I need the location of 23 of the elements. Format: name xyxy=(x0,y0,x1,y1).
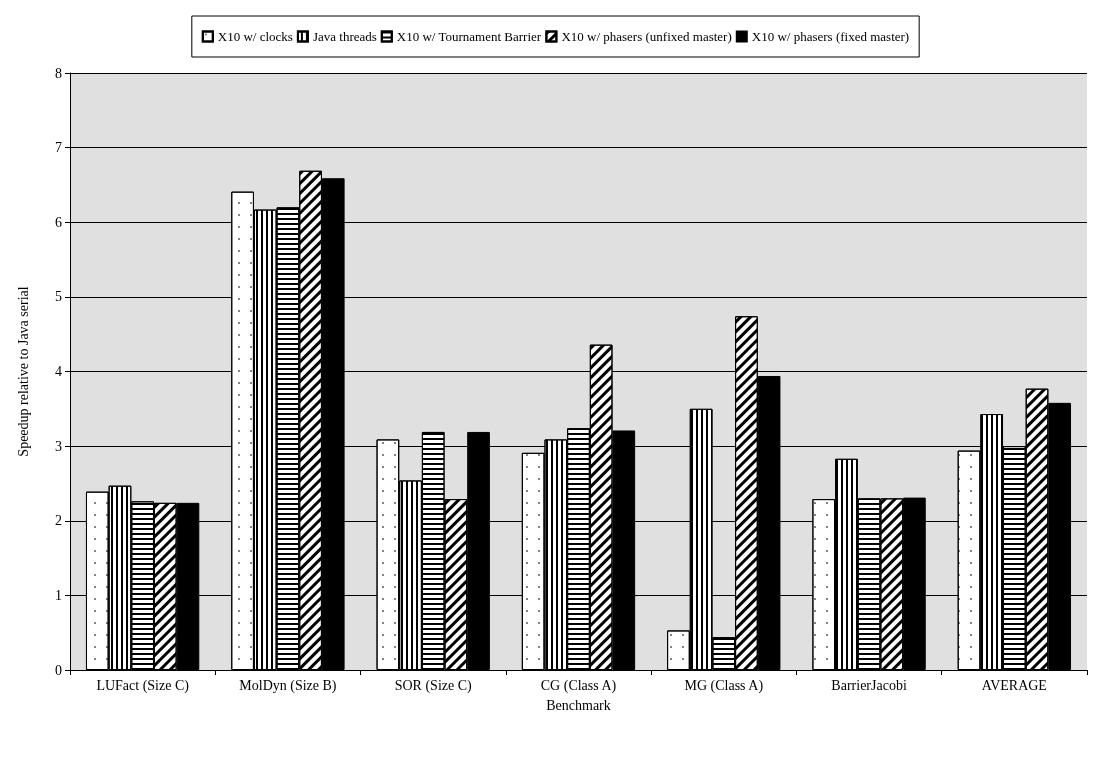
x-tick-label: LUFact (Size C) xyxy=(96,677,190,694)
y-tick-label: 4 xyxy=(55,364,62,379)
y-tick-label: 2 xyxy=(55,513,62,529)
legend-label: Java threads xyxy=(312,29,377,44)
legend-label: X10 w/ Tournament Barrier xyxy=(396,29,542,44)
y-tick-label: 1 xyxy=(55,587,62,603)
y-axis-title: Speedup relative to Java serial xyxy=(15,286,31,457)
y-tick-label: 6 xyxy=(55,214,62,230)
y-tick-label: 8 xyxy=(55,65,62,81)
y-tick-label: 5 xyxy=(55,289,62,305)
y-tick-label: 3 xyxy=(55,438,62,454)
legend-label: X10 w/ phasers (unfixed master) xyxy=(561,29,732,44)
legend-label: X10 w/ clocks xyxy=(217,29,293,44)
x-tick-label: CG (Class A) xyxy=(540,677,617,694)
x-tick-label: MolDyn (Size B) xyxy=(239,677,337,694)
x-axis-title: Benchmark xyxy=(546,697,611,713)
y-tick-label: 7 xyxy=(55,140,62,156)
legend-label: X10 w/ phasers (fixed master) xyxy=(751,29,910,44)
y-tick-label: 0 xyxy=(55,662,62,678)
x-tick-label: BarrierJacobi xyxy=(831,677,907,693)
x-tick-label: AVERAGE xyxy=(981,677,1047,693)
x-tick-label: SOR (Size C) xyxy=(394,677,473,694)
x-tick-label: MG (Class A) xyxy=(684,677,764,694)
